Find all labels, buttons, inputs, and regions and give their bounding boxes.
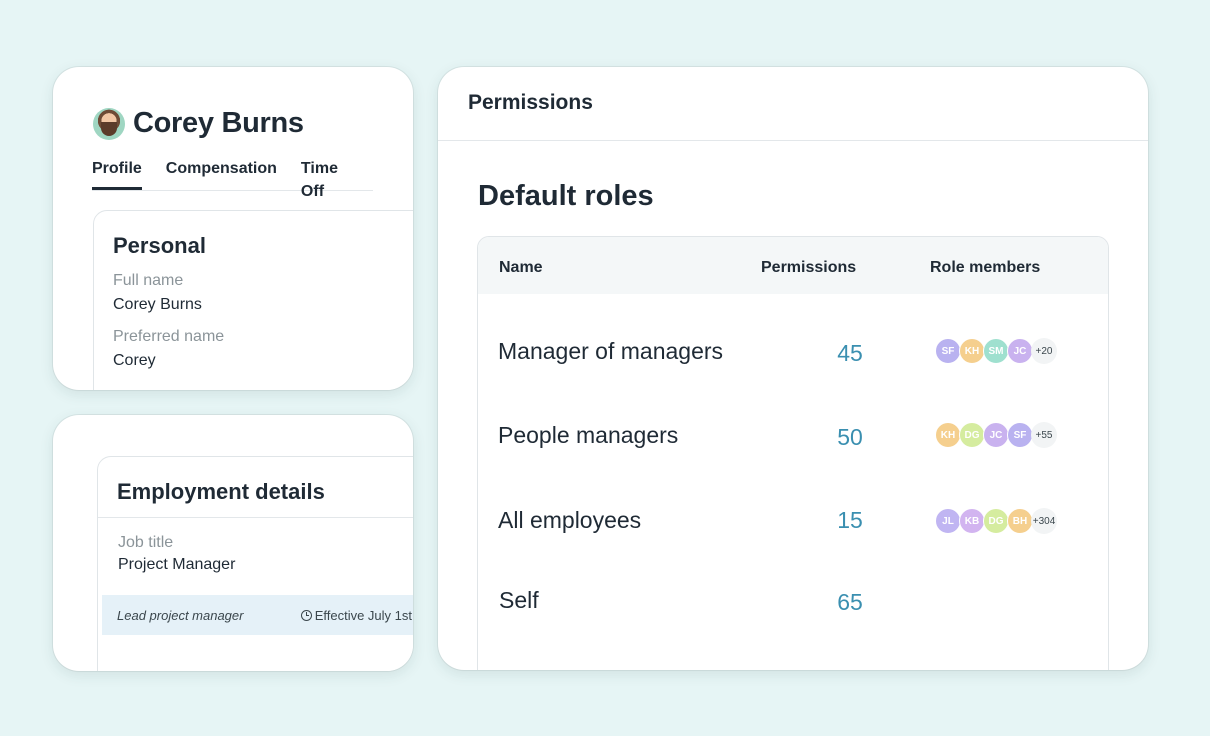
role-name[interactable]: Self [499,587,539,613]
job-title-label: Job title [118,534,174,551]
divider [98,517,413,518]
column-permissions: Permissions [761,259,857,276]
column-role-members: Role members [930,259,1041,276]
full-name-value: Corey Burns [113,296,202,313]
permissions-card: Permissions Default roles Name Permissio… [438,67,1148,670]
preferred-name-label: Preferred name [113,328,225,345]
personal-section: Personal Full name Corey Burns Preferred… [93,210,413,390]
profile-tabs: Profile Compensation Time Off [92,157,373,200]
permission-count[interactable]: 15 [837,507,863,533]
default-roles-heading: Default roles [478,180,654,212]
roles-table: Name Permissions Role members Manager of… [477,236,1109,670]
tab-profile[interactable]: Profile [92,157,142,190]
member-avatar: JC [1007,338,1033,364]
member-avatar: JL [935,508,961,534]
member-avatar: SF [1007,422,1033,448]
employment-section: Employment details Job title Project Man… [97,456,413,671]
role-members[interactable]: KH DG JC SF +55 [935,422,1057,448]
role-members[interactable]: JL KB DG BH +304 [935,508,1057,534]
preferred-name-value: Corey [113,352,156,369]
tab-compensation[interactable]: Compensation [165,160,277,177]
profile-card: Corey Burns Profile Compensation Time Of… [53,67,413,390]
role-name[interactable]: All employees [498,507,642,533]
tab-time-off[interactable]: Time Off [300,160,338,200]
clock-icon [300,609,312,621]
more-members-count: +304 [1031,508,1057,534]
employment-card: Employment details Job title Project Man… [53,415,413,671]
member-avatar: JC [983,422,1009,448]
member-avatar: KH [959,338,985,364]
member-avatar: SM [983,338,1009,364]
permission-count[interactable]: 65 [837,589,863,615]
permission-count[interactable]: 45 [837,340,863,366]
member-avatar: KB [959,508,985,534]
effective-date-text: Effective July 1st [314,607,412,623]
job-note: Lead project manager [117,607,244,623]
member-avatar: DG [959,422,985,448]
role-members[interactable]: SF KH SM JC +20 [935,338,1057,364]
member-avatar: BH [1007,508,1033,534]
column-name: Name [499,259,543,276]
profile-header: Corey Burns [93,107,304,140]
member-avatar: SF [935,338,961,364]
full-name-label: Full name [113,272,184,289]
more-members-count: +55 [1031,422,1057,448]
permissions-header: Permissions [438,67,1148,141]
permission-count[interactable]: 50 [837,424,863,450]
role-name[interactable]: Manager of managers [498,338,724,364]
employment-title: Employment details [117,479,325,504]
more-members-count: +20 [1031,338,1057,364]
table-header: Name Permissions Role members [478,237,1108,294]
avatar [93,107,125,140]
permissions-title: Permissions [468,91,593,114]
role-name[interactable]: People managers [498,422,679,448]
member-avatar: KH [935,422,961,448]
profile-name: Corey Burns [133,107,304,139]
effective-date: Effective July 1st [300,607,412,623]
personal-title: Personal [113,233,206,258]
member-avatar: DG [983,508,1009,534]
job-title-change-row: Lead project manager Effective July 1st [102,595,413,635]
job-title-value: Project Manager [118,556,236,573]
